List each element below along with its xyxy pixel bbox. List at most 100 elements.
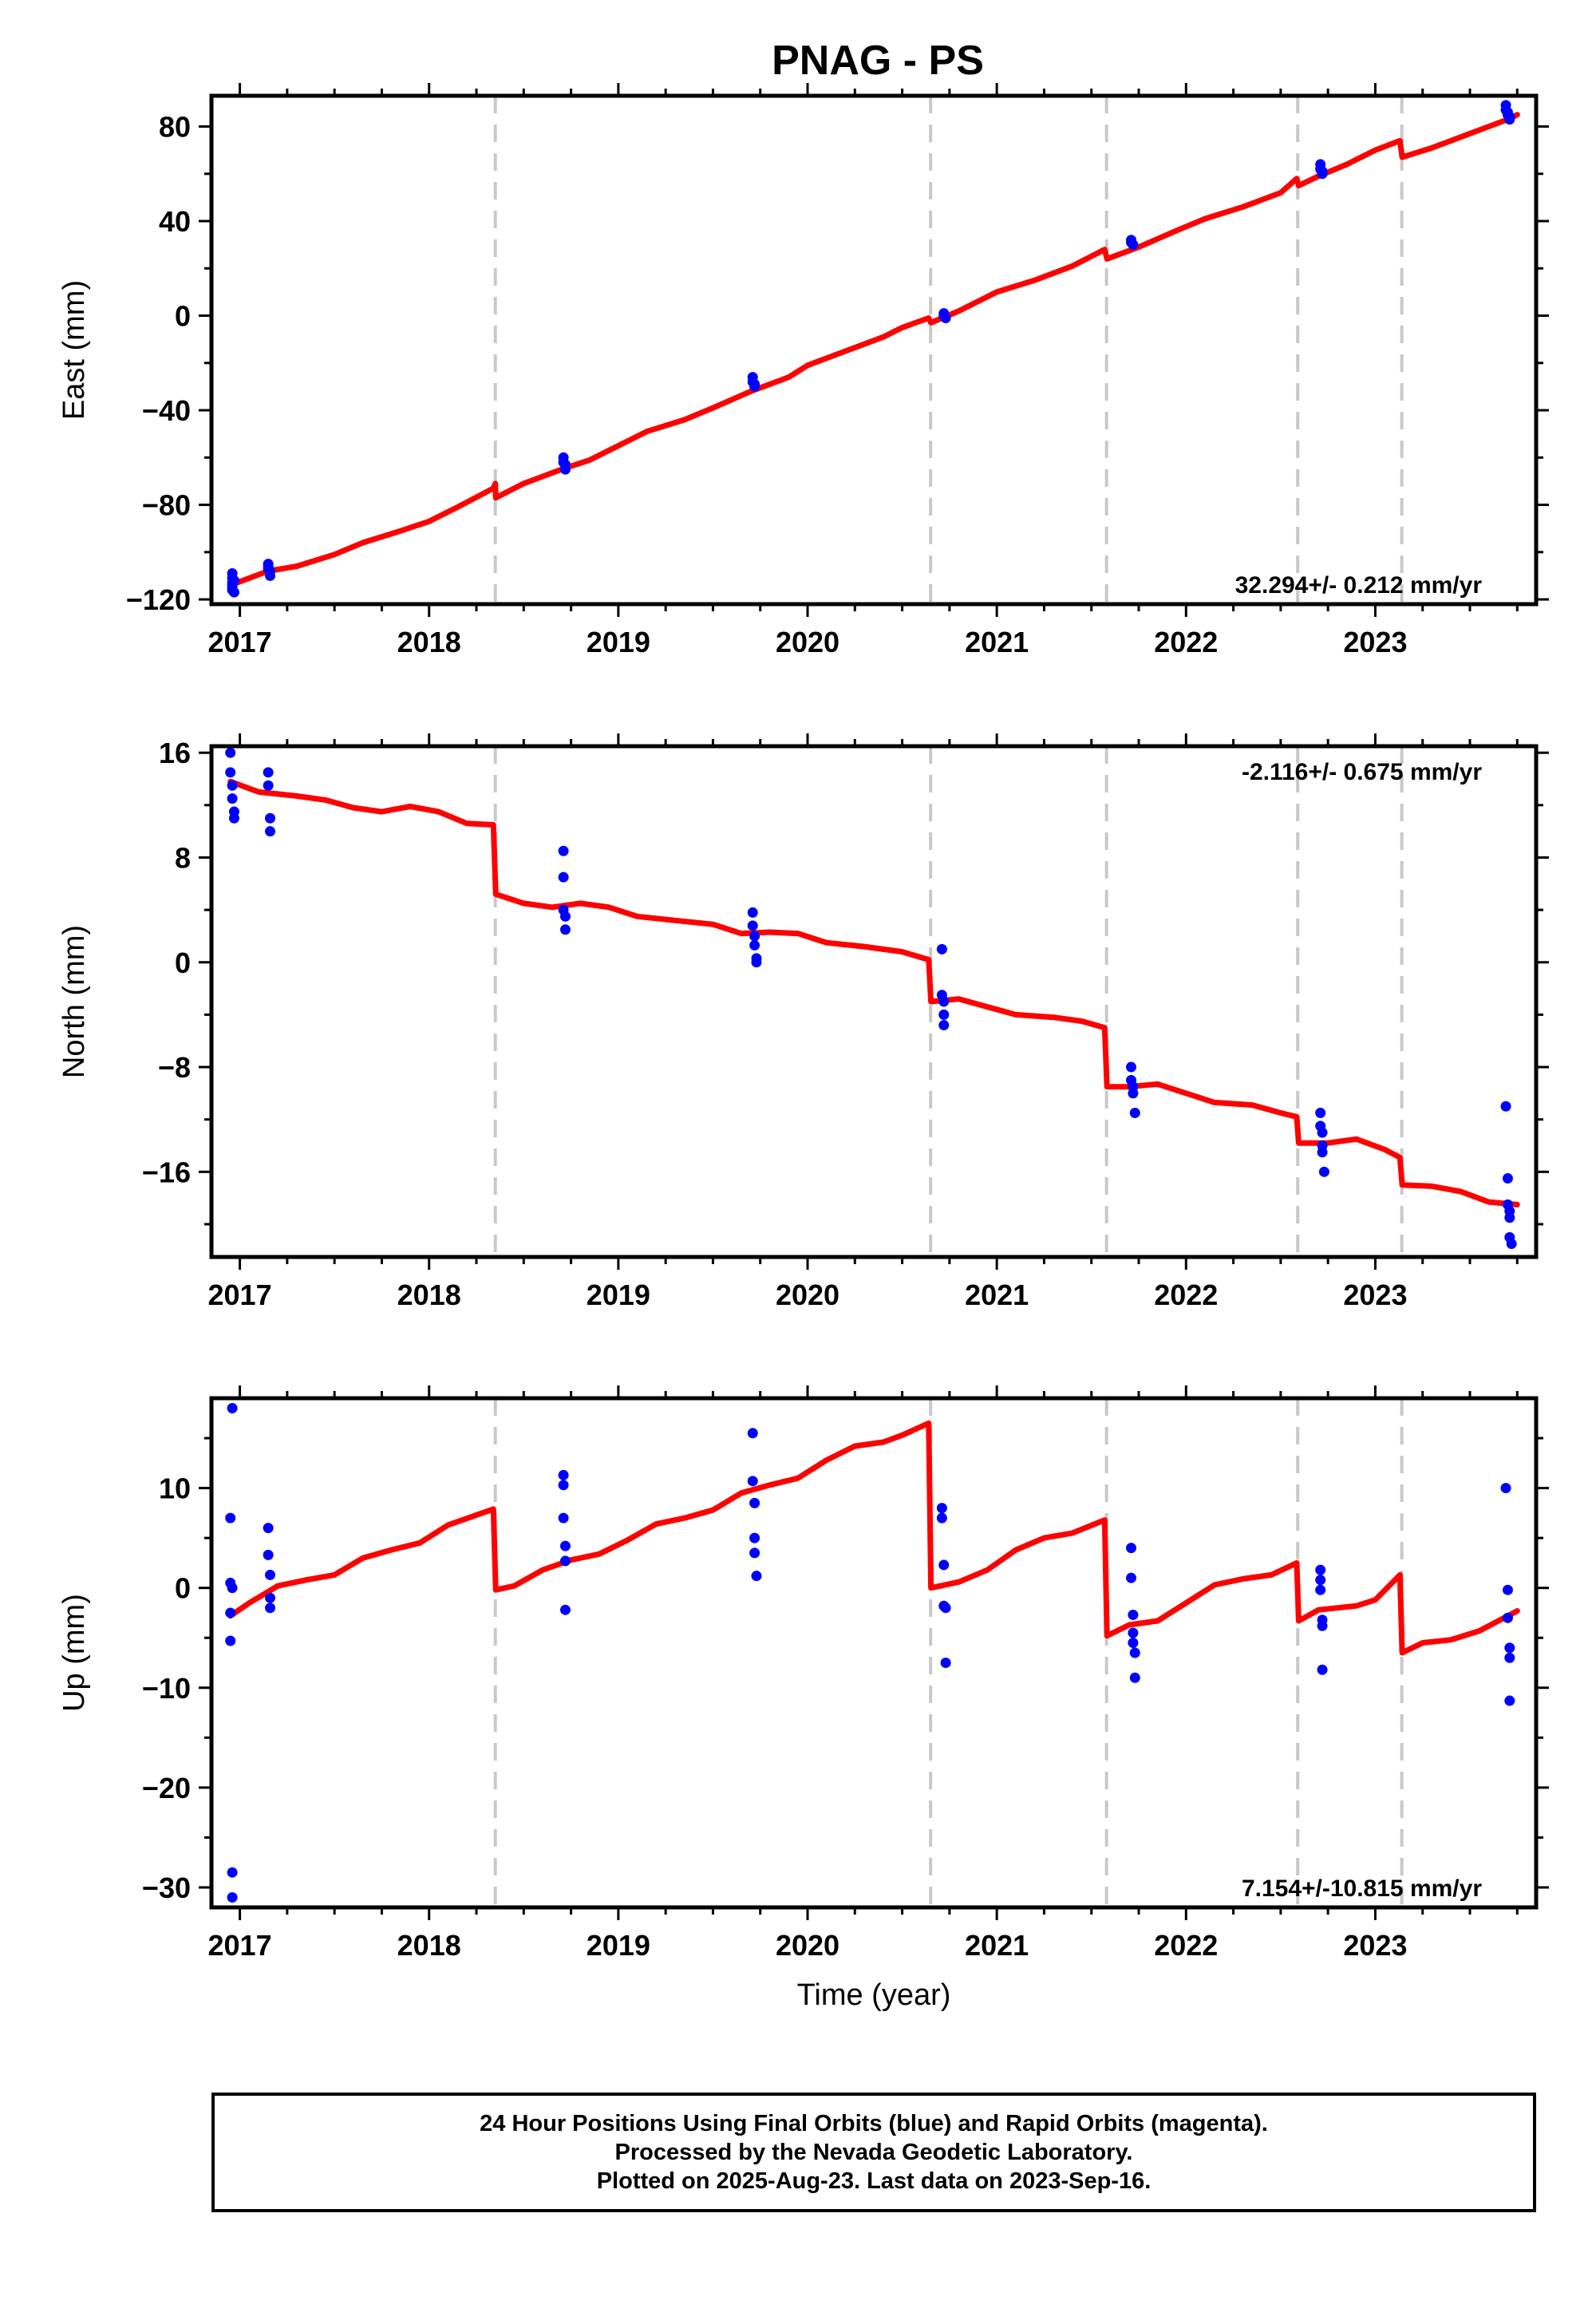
east-data-point [228, 587, 239, 598]
up-y-tick-label: −30 [142, 1871, 191, 1904]
north-x-tick-label: 2023 [1343, 1279, 1407, 1311]
east-y-tick-label: −120 [126, 583, 191, 616]
up-data-point [558, 1480, 569, 1491]
north-data-point [558, 845, 569, 856]
up-data-point [1128, 1609, 1139, 1620]
north-data-point [747, 920, 758, 931]
north-y-tick-label: 16 [159, 737, 191, 769]
up-data-point [749, 1497, 760, 1508]
north-y-tick-label: −16 [142, 1156, 191, 1188]
up-data-point [1128, 1637, 1139, 1648]
x-axis-label: Time (year) [797, 1978, 951, 2012]
up-data-point [1502, 1584, 1513, 1595]
up-data-point [1126, 1543, 1137, 1554]
footer-line-3: Plotted on 2025-Aug-23. Last data on 202… [596, 2168, 1152, 2194]
up-data-point [227, 1583, 238, 1594]
north-y-tick-label: −8 [158, 1051, 191, 1084]
up-data-point [227, 1867, 238, 1878]
north-data-point [1126, 1061, 1137, 1073]
north-data-point [1317, 1127, 1328, 1138]
up-data-point [559, 1540, 571, 1551]
up-data-point [558, 1512, 569, 1524]
up-data-point [225, 1635, 236, 1646]
up-data-point [940, 1658, 951, 1669]
north-plot-frame [209, 744, 1539, 1259]
up-data-point [265, 1592, 276, 1603]
east-data-point [1128, 239, 1139, 251]
east-data-point [265, 570, 276, 581]
north-data-point [1128, 1088, 1139, 1099]
up-data-point [1502, 1612, 1513, 1623]
east-data-point [1317, 168, 1328, 180]
north-x-tick-label: 2020 [776, 1279, 839, 1311]
east-x-tick-label: 2020 [776, 626, 839, 658]
up-data-point [1317, 1664, 1328, 1675]
north-x-tick-label: 2021 [965, 1279, 1029, 1311]
up-y-tick-label: 10 [159, 1472, 191, 1505]
north-data-point [559, 911, 571, 922]
up-data-point [1317, 1620, 1328, 1631]
east-y-tick-label: 40 [159, 205, 191, 238]
north-data-point [1315, 1107, 1326, 1118]
north-y-tick-label: 8 [175, 841, 191, 874]
east-data-point [559, 464, 571, 475]
up-y-tick-label: −20 [142, 1772, 191, 1804]
north-data-point [1502, 1173, 1513, 1184]
east-y-tick-label: −80 [142, 489, 191, 522]
north-rate-label: -2.116+/- 0.675 mm/yr [1242, 759, 1482, 785]
east-data-point [1504, 114, 1515, 125]
footer-line-2: Processed by the Nevada Geodetic Laborat… [614, 2140, 1133, 2165]
up-rate-label: 7.154+/-10.815 mm/yr [1242, 1875, 1482, 1902]
up-data-point [1504, 1695, 1515, 1706]
north-data-point [225, 767, 236, 778]
up-data-point [227, 1403, 238, 1414]
up-data-point [938, 1559, 950, 1571]
north-data-point [558, 871, 569, 883]
east-x-tick-label: 2022 [1154, 626, 1218, 658]
up-data-point [1129, 1647, 1140, 1658]
north-data-point [1504, 1212, 1515, 1223]
east-model-line [227, 112, 1520, 588]
north-x-tick-label: 2018 [397, 1279, 461, 1311]
north-data-point [1317, 1147, 1328, 1158]
north-y-tick-label: 0 [175, 947, 191, 979]
north-data-point [747, 907, 758, 918]
east-y-tick-label: −40 [142, 394, 191, 427]
east-plot-frame [209, 93, 1539, 607]
up-y-tick-label: 0 [175, 1572, 191, 1605]
east-data-point [749, 381, 760, 392]
north-x-tick-label: 2019 [587, 1279, 650, 1311]
up-data-point [559, 1555, 571, 1567]
east-data-point [228, 575, 239, 586]
up-data-point [1504, 1652, 1515, 1663]
up-data-point [749, 1547, 760, 1559]
up-data-point [1128, 1627, 1139, 1638]
chart-title: PNAG - PS [772, 38, 984, 84]
up-data-point [940, 1603, 951, 1614]
up-x-tick-label: 2020 [776, 1929, 839, 1962]
north-data-point [938, 1020, 950, 1031]
up-data-point [263, 1523, 274, 1534]
up-data-point [227, 1891, 238, 1903]
north-data-point [749, 939, 760, 951]
up-x-tick-label: 2022 [1154, 1929, 1218, 1962]
north-data-point [225, 747, 236, 758]
up-plot-frame [209, 1396, 1539, 1910]
north-data-point [1506, 1239, 1517, 1250]
north-data-point [1500, 1101, 1511, 1112]
north-data-point [263, 767, 274, 778]
up-x-tick-label: 2023 [1343, 1929, 1407, 1962]
north-data-point [938, 1009, 950, 1020]
up-data-point [1129, 1672, 1140, 1683]
up-y-axis-label: Up (mm) [57, 1594, 91, 1712]
up-data-point [225, 1607, 236, 1618]
up-model-line [227, 1420, 1520, 1656]
east-x-tick-label: 2019 [587, 626, 650, 658]
north-data-point [559, 924, 571, 935]
north-x-tick-label: 2017 [208, 1279, 272, 1311]
up-data-point [265, 1569, 276, 1580]
up-x-tick-label: 2019 [587, 1929, 650, 1962]
east-x-tick-label: 2018 [397, 626, 461, 658]
east-x-tick-label: 2021 [965, 626, 1029, 658]
up-data-point [1500, 1483, 1511, 1494]
